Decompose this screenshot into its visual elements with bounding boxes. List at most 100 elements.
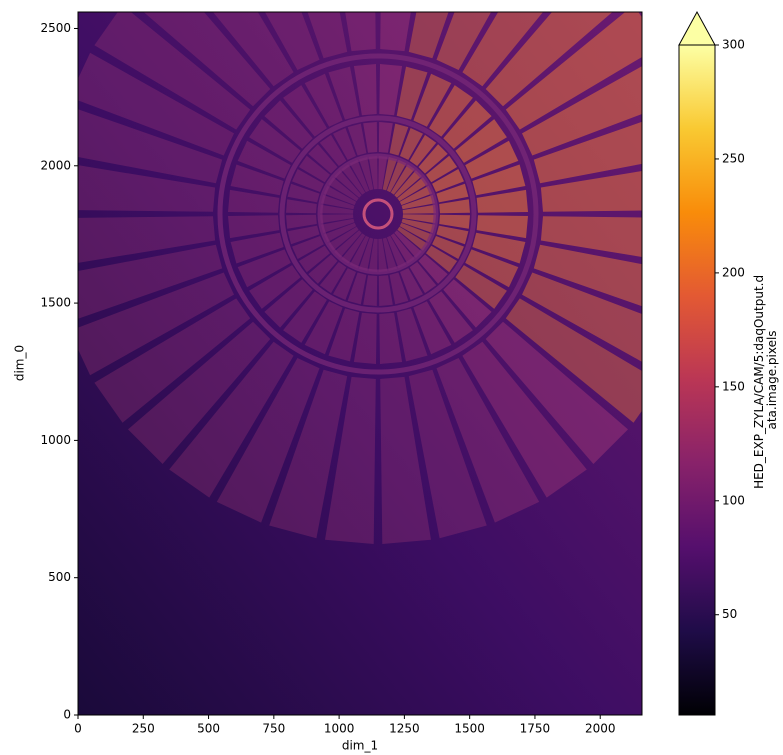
y-tick-label: 0	[63, 708, 71, 722]
image-spoke	[358, 157, 374, 191]
image-spoke	[78, 109, 223, 184]
image-spoke	[378, 156, 388, 190]
image-spoke	[308, 144, 338, 174]
image-spoke	[429, 85, 473, 137]
image-spoke	[78, 244, 223, 319]
image-spoke	[408, 369, 487, 539]
image-spoke	[382, 157, 398, 191]
image-spoke	[212, 12, 294, 87]
image-spoke	[368, 156, 378, 190]
image-spoke	[429, 291, 473, 343]
x-tick-label: 1500	[454, 722, 485, 736]
image-spoke	[418, 254, 448, 284]
image-spoke	[378, 122, 393, 153]
image-spoke	[413, 73, 452, 127]
image-spoke	[78, 216, 216, 263]
image-spoke	[462, 341, 587, 498]
image-spoke	[399, 185, 433, 206]
image-spoke	[443, 279, 492, 328]
image-spoke	[325, 376, 376, 544]
image-spoke	[439, 199, 470, 214]
y-tick-label: 2500	[40, 21, 71, 35]
image-spoke	[143, 12, 271, 107]
image-spoke	[436, 183, 469, 203]
image-spoke	[230, 164, 284, 196]
image-spoke	[298, 155, 330, 183]
image-spoke	[323, 222, 357, 243]
image-spoke	[533, 244, 642, 307]
image-spoke	[287, 225, 320, 245]
colorbar-tick-label: 100	[722, 493, 745, 507]
image-spoke	[292, 169, 324, 192]
image-spoke	[432, 169, 464, 192]
image-spoke	[94, 12, 251, 130]
image-spoke	[390, 233, 415, 264]
axes-frame	[77, 11, 643, 716]
image-spoke	[394, 230, 422, 258]
image-pattern	[78, 12, 642, 544]
colorbar-tick-label: 250	[722, 151, 745, 165]
image-spoke	[323, 185, 357, 206]
x-tick-label: 250	[132, 722, 155, 736]
image-spoke	[472, 164, 526, 196]
image-spoke	[333, 128, 356, 160]
image-spoke	[349, 235, 370, 269]
image-spoke	[237, 249, 291, 288]
image-spoke	[540, 216, 642, 257]
colorbar	[679, 45, 715, 715]
image-spoke	[455, 265, 507, 309]
image-spoke	[320, 204, 354, 214]
image-spoke	[394, 170, 422, 198]
x-axis-label: dim_1	[342, 739, 378, 753]
image-spoke	[402, 204, 436, 214]
image-spoke	[418, 144, 448, 174]
image-spoke	[476, 189, 528, 213]
image-spoke	[328, 226, 359, 251]
image-spoke	[386, 159, 407, 193]
image-spoke	[472, 232, 526, 264]
x-tick-label: 2000	[585, 722, 616, 736]
image-spoke	[436, 225, 469, 245]
image-spoke	[353, 64, 377, 116]
image-spoke	[400, 268, 423, 300]
image-center	[362, 198, 394, 230]
y-axis-label: dim_0	[13, 345, 27, 381]
image-spoke	[426, 155, 458, 183]
x-tick-label: 1250	[389, 722, 420, 736]
image-spoke	[401, 194, 435, 210]
image-spoke	[436, 12, 492, 70]
image-spoke	[465, 249, 519, 288]
image-spoke	[286, 199, 317, 214]
image-spoke	[436, 358, 540, 523]
y-tick-label: 1000	[40, 433, 71, 447]
image-spoke	[413, 301, 452, 355]
x-tick-label: 1750	[520, 722, 551, 736]
image-spoke	[378, 275, 393, 306]
image-spoke	[304, 73, 343, 127]
image-spoke	[249, 265, 301, 309]
image-spoke	[462, 12, 544, 87]
image-spoke	[264, 279, 313, 328]
image-spoke	[439, 214, 470, 229]
image-spoke	[397, 177, 428, 202]
x-tick-label: 0	[74, 722, 82, 736]
image-spoke	[353, 312, 377, 364]
colorbar-tick-label: 150	[722, 379, 745, 393]
image-spoke	[319, 262, 347, 294]
image-spoke	[363, 122, 378, 153]
image-spoke	[533, 121, 642, 184]
image-spoke	[485, 321, 628, 464]
image-spoke	[347, 272, 367, 305]
image-spoke	[334, 170, 362, 198]
image-spoke	[341, 164, 366, 195]
image-spoke	[386, 235, 407, 269]
image-spoke	[264, 12, 320, 70]
image-spoke	[505, 298, 642, 423]
image-spoke	[333, 268, 356, 300]
image-spoke	[169, 341, 294, 498]
colorbar-label: HED_EXP_ZYLA/CAM/5:daqOutput.d ata.image…	[752, 271, 779, 489]
image-spoke	[321, 218, 355, 234]
image-spoke	[368, 238, 378, 272]
image	[78, 12, 642, 715]
